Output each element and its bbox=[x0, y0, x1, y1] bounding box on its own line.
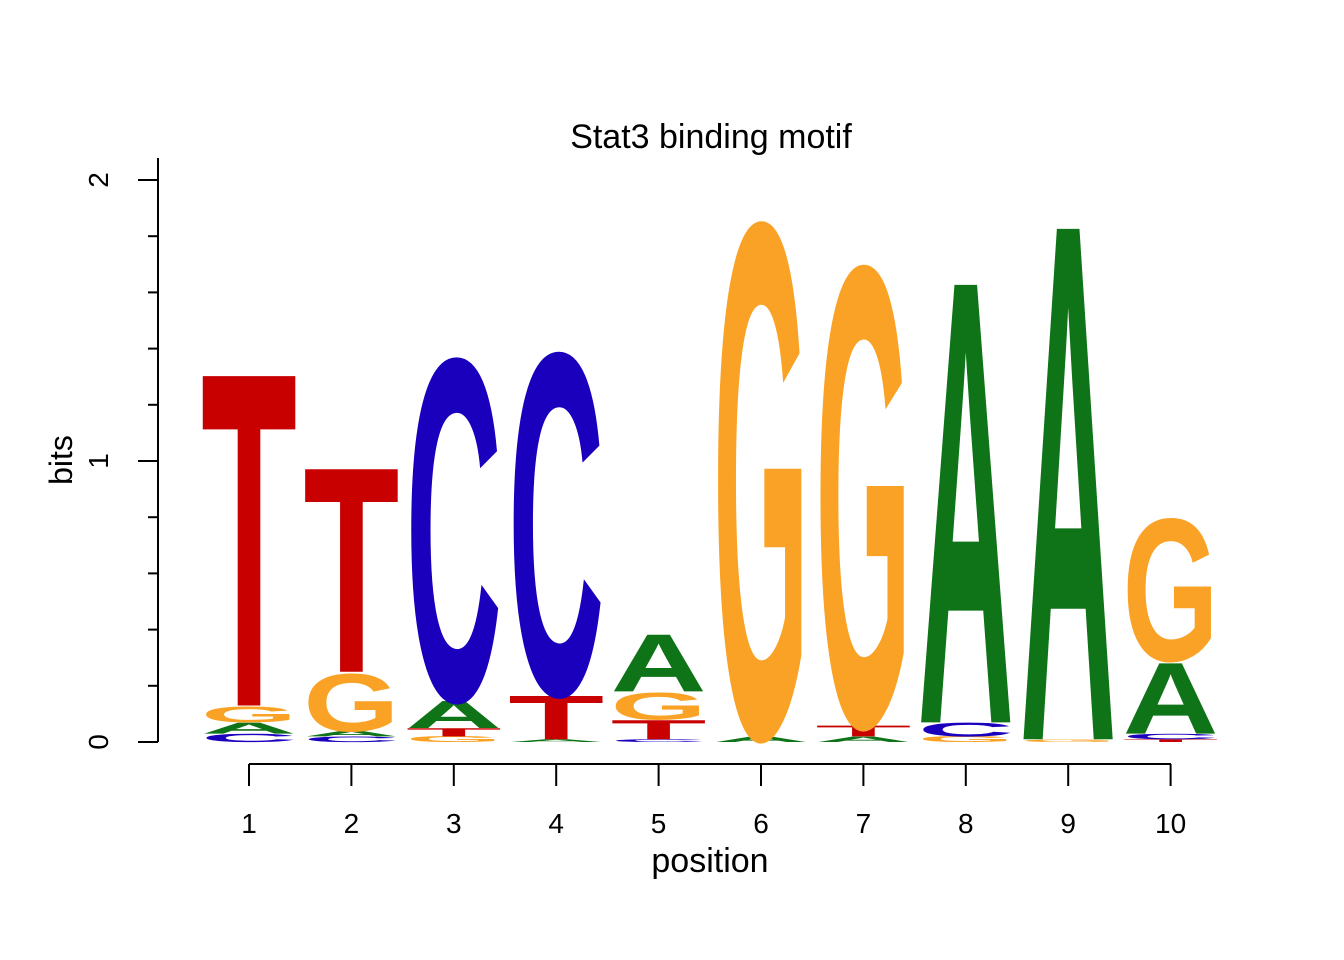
logo-letter-t-pos10: T bbox=[1123, 738, 1219, 742]
x-tick-label: 5 bbox=[651, 808, 667, 839]
logo-letter-a-pos7: A bbox=[815, 735, 911, 744]
logo-letter-a-pos1: A bbox=[201, 719, 297, 737]
logo-letter-c-pos10: C bbox=[1123, 732, 1219, 741]
logo-letter-t-pos7: T bbox=[815, 722, 911, 740]
logo-letter-a-pos3: A bbox=[406, 692, 502, 736]
x-axis: 1 2 3 4 5 6 7 8 9 10 bbox=[241, 763, 1186, 839]
x-tick-label: 3 bbox=[446, 808, 462, 839]
y-tick-label: 2 bbox=[83, 172, 114, 188]
x-tick-label: 4 bbox=[548, 808, 564, 839]
x-tick-label: 2 bbox=[344, 808, 360, 839]
y-axis: 0 1 2 bbox=[83, 158, 159, 750]
x-axis-label: position bbox=[651, 842, 768, 880]
logo-letter-a-pos4: A bbox=[508, 738, 604, 742]
x-tick-label: 6 bbox=[753, 808, 769, 839]
x-tick-label: 1 bbox=[241, 808, 257, 839]
logo-letter-c-pos3: C bbox=[406, 258, 502, 805]
logo-letter-t-pos3: T bbox=[406, 726, 502, 739]
logo-letter-t-pos5: T bbox=[611, 714, 707, 745]
chart-title: Stat3 binding motif bbox=[570, 118, 852, 156]
logo-letter-g-pos6: G bbox=[713, 70, 809, 894]
logo-letter-g-pos7: G bbox=[815, 129, 911, 866]
logo-letter-a-pos2: A bbox=[303, 729, 399, 738]
logo-letter-g-pos5: G bbox=[611, 684, 707, 728]
logo-letter-g-pos9: G bbox=[1020, 738, 1116, 742]
x-tick-label: 10 bbox=[1155, 808, 1186, 839]
logo-letter-c-pos4: C bbox=[508, 252, 604, 799]
x-tick-label: 8 bbox=[958, 808, 974, 839]
logo-letter-a-pos5: A bbox=[611, 618, 707, 710]
y-tick-label: 1 bbox=[83, 453, 114, 469]
logo-letter-t-pos4: T bbox=[508, 683, 604, 753]
logo-letter-g-pos2: G bbox=[303, 657, 399, 749]
y-axis-label: bits bbox=[43, 435, 79, 485]
x-tick-label: 7 bbox=[856, 808, 872, 839]
logo-letter-g-pos10: G bbox=[1123, 475, 1219, 704]
logo-letter-a-pos9: A bbox=[1020, 68, 1116, 896]
logo-letter-t-pos1: T bbox=[201, 271, 297, 807]
logo-letter-c-pos5: C bbox=[611, 738, 707, 742]
logo-letter-g-pos1: G bbox=[201, 701, 297, 727]
logo-letter-c-pos8: C bbox=[918, 719, 1014, 741]
logo-letter-a-pos6: A bbox=[713, 735, 809, 744]
logo-letter-a-pos10: A bbox=[1123, 642, 1219, 756]
logo-letter-c-pos1: C bbox=[201, 731, 297, 744]
logo-letter-a-pos8: A bbox=[918, 148, 1014, 858]
logo-letter-g-pos8: G bbox=[918, 735, 1014, 744]
y-tick-label: 0 bbox=[83, 734, 114, 750]
x-tick-label: 9 bbox=[1060, 808, 1076, 839]
logo-letter-g-pos3: G bbox=[406, 735, 502, 744]
logo-letter-t-pos2: T bbox=[303, 405, 399, 734]
logo-letter-c-pos2: C bbox=[303, 735, 399, 744]
